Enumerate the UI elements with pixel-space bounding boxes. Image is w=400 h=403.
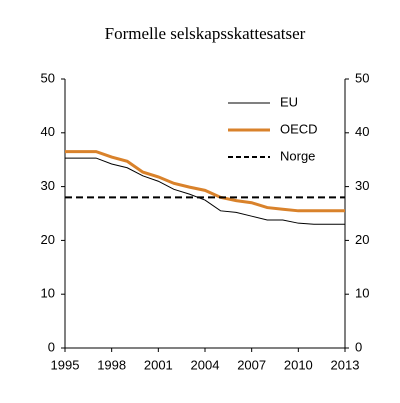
x-tick-label: 1995 bbox=[51, 357, 80, 372]
y2-tick-label: 10 bbox=[355, 286, 369, 301]
y-tick-label: 30 bbox=[41, 178, 55, 193]
line-series bbox=[65, 150, 345, 213]
line-series bbox=[65, 157, 345, 225]
y2-tick-label: 40 bbox=[355, 124, 369, 139]
y2-tick-label: 50 bbox=[355, 70, 369, 85]
x-tick-label: 2001 bbox=[144, 357, 173, 372]
y2-tick-label: 30 bbox=[355, 178, 369, 193]
y2-tick-label: 0 bbox=[355, 339, 362, 354]
y-tick-label: 0 bbox=[48, 339, 55, 354]
x-tick-label: 2010 bbox=[284, 357, 313, 372]
x-tick-label: 2004 bbox=[191, 357, 220, 372]
y2-tick-label: 20 bbox=[355, 232, 369, 247]
legend-label: EU bbox=[280, 94, 298, 109]
y-tick-label: 20 bbox=[41, 232, 55, 247]
x-tick-label: 2013 bbox=[331, 357, 360, 372]
y-tick-label: 40 bbox=[41, 124, 55, 139]
y-tick-label: 10 bbox=[41, 286, 55, 301]
chart-title: Formelle selskapsskattesatser bbox=[105, 24, 306, 43]
x-tick-label: 1998 bbox=[97, 357, 126, 372]
legend-label: Norge bbox=[280, 148, 315, 163]
legend-label: OECD bbox=[280, 121, 318, 136]
x-tick-label: 2007 bbox=[237, 357, 266, 372]
y-tick-label: 50 bbox=[41, 70, 55, 85]
